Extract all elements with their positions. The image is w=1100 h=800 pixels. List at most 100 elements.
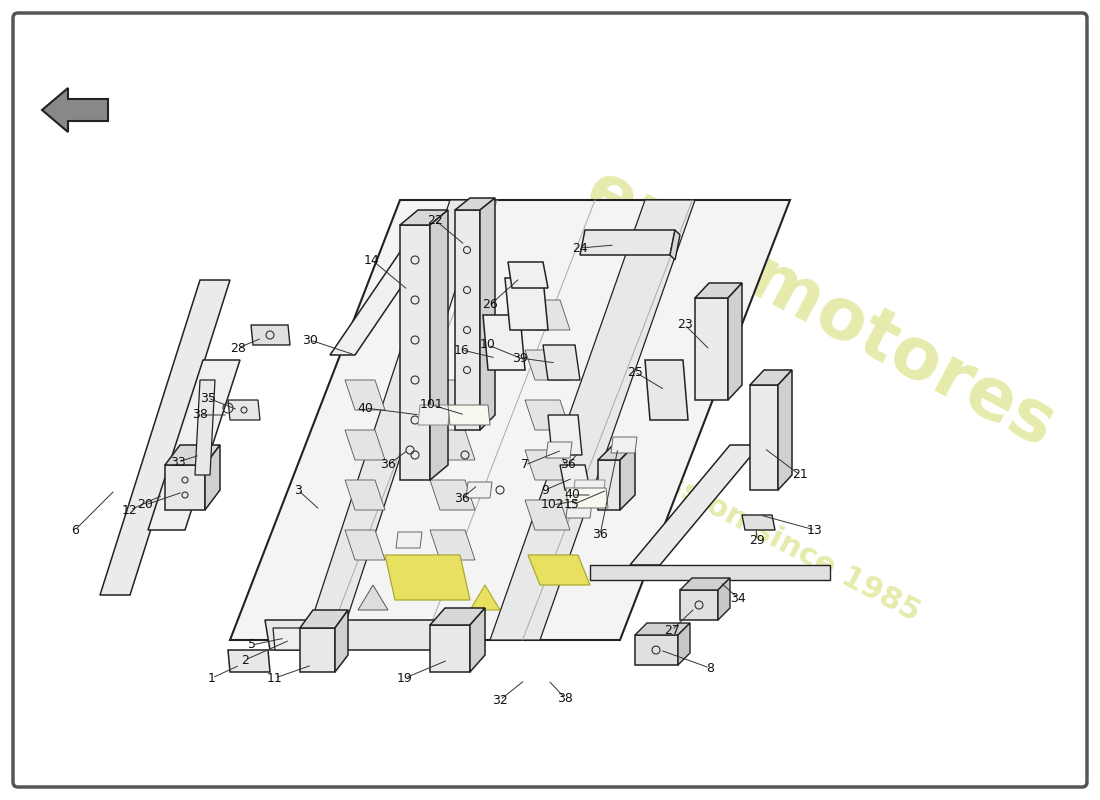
- Text: 36: 36: [454, 491, 470, 505]
- Polygon shape: [508, 262, 548, 288]
- Polygon shape: [336, 610, 348, 672]
- Polygon shape: [430, 380, 475, 410]
- Polygon shape: [430, 530, 475, 560]
- Text: a passion since 1985: a passion since 1985: [595, 433, 925, 627]
- Text: 38: 38: [557, 691, 573, 705]
- Polygon shape: [345, 430, 385, 460]
- Polygon shape: [695, 283, 743, 298]
- Polygon shape: [742, 515, 775, 530]
- Text: 14: 14: [364, 254, 380, 266]
- Polygon shape: [680, 578, 730, 590]
- Polygon shape: [265, 620, 460, 650]
- Polygon shape: [718, 578, 730, 620]
- Polygon shape: [466, 482, 492, 498]
- Text: 36: 36: [592, 529, 608, 542]
- Polygon shape: [165, 465, 205, 510]
- Text: 9: 9: [541, 483, 549, 497]
- Polygon shape: [635, 623, 690, 635]
- Text: 101: 101: [420, 398, 444, 411]
- Polygon shape: [300, 628, 336, 672]
- Polygon shape: [430, 210, 448, 480]
- Text: 27: 27: [664, 623, 680, 637]
- Polygon shape: [455, 198, 495, 210]
- Text: 3: 3: [294, 483, 301, 497]
- Polygon shape: [580, 230, 675, 255]
- Polygon shape: [470, 585, 500, 610]
- Text: 20: 20: [138, 498, 153, 511]
- Text: 102: 102: [541, 498, 565, 511]
- Polygon shape: [750, 370, 792, 385]
- Polygon shape: [546, 442, 572, 458]
- Polygon shape: [195, 380, 214, 475]
- Polygon shape: [165, 445, 220, 465]
- Text: 29: 29: [749, 534, 764, 546]
- Polygon shape: [610, 437, 637, 453]
- Polygon shape: [750, 385, 778, 490]
- Text: 25: 25: [627, 366, 642, 378]
- Polygon shape: [525, 400, 570, 430]
- Polygon shape: [448, 405, 490, 425]
- Polygon shape: [400, 210, 448, 225]
- Polygon shape: [418, 405, 450, 425]
- Text: 6: 6: [72, 523, 79, 537]
- Text: 19: 19: [397, 671, 412, 685]
- Polygon shape: [251, 325, 290, 345]
- Polygon shape: [525, 300, 570, 330]
- Polygon shape: [560, 465, 590, 490]
- Text: 2: 2: [241, 654, 249, 666]
- Text: 24: 24: [572, 242, 587, 254]
- Polygon shape: [490, 200, 695, 640]
- Polygon shape: [358, 585, 388, 610]
- Polygon shape: [598, 460, 620, 510]
- Polygon shape: [678, 623, 690, 665]
- Text: 30: 30: [302, 334, 318, 346]
- Polygon shape: [543, 345, 580, 380]
- Text: 36: 36: [560, 458, 576, 471]
- Polygon shape: [528, 555, 590, 585]
- Polygon shape: [525, 500, 570, 530]
- Polygon shape: [670, 230, 680, 260]
- Polygon shape: [330, 230, 440, 355]
- Text: 26: 26: [482, 298, 498, 311]
- Text: 23: 23: [678, 318, 693, 331]
- Text: 10: 10: [480, 338, 496, 351]
- Text: 16: 16: [454, 343, 470, 357]
- Text: 22: 22: [427, 214, 443, 226]
- Polygon shape: [228, 400, 260, 420]
- Text: 34: 34: [730, 591, 746, 605]
- Polygon shape: [505, 278, 548, 330]
- Polygon shape: [396, 532, 422, 548]
- Text: 32: 32: [492, 694, 508, 706]
- Polygon shape: [566, 488, 608, 508]
- Polygon shape: [480, 198, 495, 430]
- Text: 40: 40: [358, 402, 373, 414]
- Polygon shape: [566, 502, 592, 518]
- Polygon shape: [635, 635, 678, 665]
- Polygon shape: [590, 565, 830, 580]
- Polygon shape: [573, 480, 605, 500]
- Polygon shape: [695, 298, 728, 400]
- Polygon shape: [728, 283, 743, 400]
- Polygon shape: [305, 200, 485, 640]
- Text: 15: 15: [564, 498, 580, 511]
- Polygon shape: [148, 360, 240, 530]
- Polygon shape: [430, 608, 485, 625]
- Text: 7: 7: [521, 458, 529, 471]
- Text: 11: 11: [267, 671, 283, 685]
- Text: 1: 1: [208, 671, 216, 685]
- Text: 40: 40: [564, 489, 580, 502]
- Polygon shape: [598, 445, 635, 460]
- Text: 5: 5: [248, 638, 256, 651]
- Polygon shape: [100, 280, 230, 595]
- Polygon shape: [385, 555, 470, 600]
- Polygon shape: [400, 225, 430, 480]
- Polygon shape: [345, 480, 385, 510]
- Polygon shape: [525, 450, 570, 480]
- Polygon shape: [228, 650, 270, 672]
- Polygon shape: [430, 625, 470, 672]
- Polygon shape: [680, 590, 718, 620]
- Text: 35: 35: [200, 391, 216, 405]
- Polygon shape: [455, 210, 480, 430]
- Text: 36: 36: [381, 458, 396, 471]
- Polygon shape: [205, 445, 220, 510]
